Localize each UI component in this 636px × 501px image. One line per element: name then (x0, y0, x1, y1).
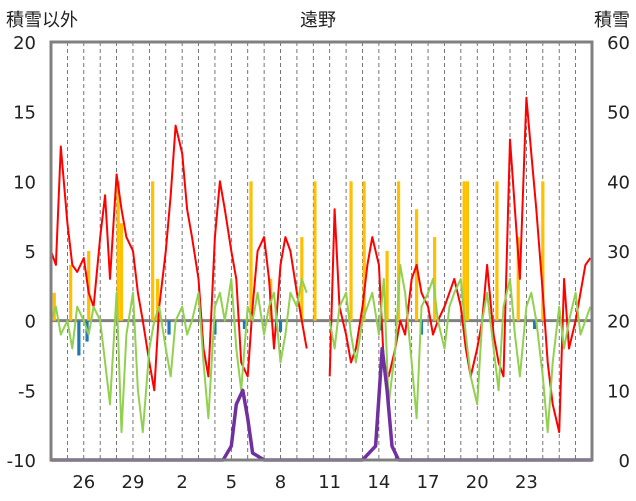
y-left-tick-label: -5 (18, 381, 36, 402)
x-tick-label: 23 (515, 472, 538, 493)
y-right-tick-label: 60 (607, 33, 630, 54)
orange-bar (119, 223, 124, 321)
tick-labels: -10 -5 0 5 10 15 20 0 10 20 30 40 50 60 26 29 2 5 8 11 14 17 2… (7, 33, 630, 493)
y-left-tick-label: -10 (7, 451, 36, 472)
y-right-tick-label: 30 (607, 242, 630, 263)
orange-bar (495, 181, 499, 321)
y-right-tick-label: 10 (607, 381, 630, 402)
purple-series-line (51, 346, 592, 462)
blue-bar (533, 320, 537, 330)
y-right-tick-label: 50 (607, 103, 630, 124)
blue-bar (77, 320, 81, 356)
x-tick-label: 14 (367, 472, 390, 493)
y-right-tick-label: 40 (607, 172, 630, 193)
orange-bar (362, 181, 366, 321)
y-left-tick-label: 0 (25, 312, 36, 333)
y-left-tick-label: 5 (25, 242, 36, 263)
plot-frame (49, 40, 594, 462)
orange-bar (385, 251, 389, 321)
orange-bar (151, 181, 155, 321)
orange-bar (69, 264, 73, 321)
right-axis-title: 積雪 (594, 10, 630, 31)
orange-bar (396, 181, 401, 321)
orange-bar (313, 181, 317, 321)
x-tick-label: 8 (275, 472, 286, 493)
blue-bar (167, 320, 171, 335)
y-right-tick-label: 20 (607, 312, 630, 333)
y-left-tick-label: 15 (13, 103, 36, 124)
x-tick-label: 29 (122, 472, 145, 493)
orange-bar (349, 181, 353, 321)
x-tick-label: 26 (72, 472, 95, 493)
line-layer (50, 96, 592, 462)
orange-bar (433, 237, 437, 321)
orange-bar (465, 181, 470, 321)
orange-bar (116, 181, 120, 321)
blue-bar (278, 320, 283, 332)
y-right-tick-label: 0 (619, 451, 630, 472)
orange-bar (541, 181, 545, 321)
orange-bar (516, 237, 520, 321)
orange-bar (52, 292, 56, 321)
y-left-tick-label: 10 (13, 172, 36, 193)
x-tick-label: 11 (318, 472, 341, 493)
left-axis-title: 積雪以外 (6, 10, 78, 31)
x-tick-label: 2 (176, 472, 187, 493)
chart-title: 遠野 (300, 10, 336, 31)
orange-bar (155, 278, 160, 321)
blue-bar (213, 320, 217, 335)
y-left-tick-label: 20 (13, 33, 36, 54)
x-tick-label: 5 (226, 472, 237, 493)
orange-bar (462, 181, 466, 321)
green-series-line (50, 263, 592, 434)
blue-bar (242, 320, 247, 330)
x-tick-label: 20 (466, 472, 489, 493)
red-series-line (50, 96, 592, 434)
x-tick-label: 17 (417, 472, 440, 493)
orange-bar (249, 181, 253, 321)
